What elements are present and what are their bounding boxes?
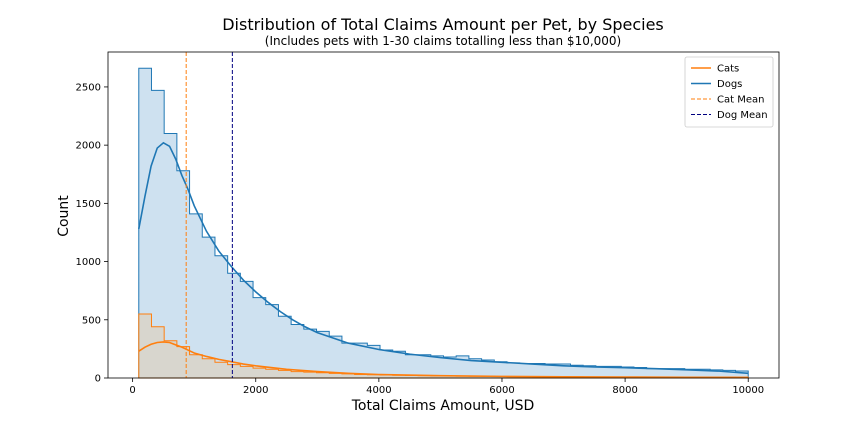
legend-label: Dogs	[717, 79, 742, 90]
chart-subtitle: (Includes pets with 1-30 claims totallin…	[265, 34, 621, 48]
x-tick-label: 10000	[732, 385, 764, 396]
plot-frame	[107, 51, 780, 379]
y-tick-label: 2500	[76, 82, 101, 93]
x-axis-ticks: 0 2000 4000 6000 8000 10000	[129, 378, 764, 396]
y-tick-label: 500	[82, 315, 101, 326]
y-tick-label: 1500	[76, 199, 101, 210]
x-tick-label: 0	[129, 385, 135, 396]
legend-label: Cat Mean	[717, 95, 764, 106]
y-axis-ticks: 0 500 1000 1500 2000 2500	[76, 82, 108, 385]
legend-box	[684, 56, 774, 128]
x-tick-label: 6000	[489, 385, 514, 396]
x-tick-label: 4000	[366, 385, 391, 396]
x-axis-label: Total Claims Amount, USD	[351, 398, 535, 414]
kde-layer	[137, 141, 749, 379]
legend: Cats Dogs Cat Mean Dog Mean	[684, 56, 774, 128]
y-tick-label: 1000	[76, 257, 101, 268]
legend-label: Dog Mean	[717, 110, 768, 121]
legend-label: Cats	[717, 64, 739, 75]
dogs-kde-line	[137, 141, 749, 375]
chart-title: Distribution of Total Claims Amount per …	[222, 15, 664, 34]
x-tick-label: 8000	[612, 385, 637, 396]
y-tick-label: 0	[95, 374, 101, 385]
x-tick-label: 2000	[243, 385, 268, 396]
y-axis-label: Count	[56, 195, 72, 237]
mean-lines-layer	[185, 52, 233, 378]
cats-kde-line	[138, 341, 749, 379]
y-tick-label: 2000	[76, 141, 101, 152]
bars-layer	[138, 67, 749, 379]
dogs-histogram	[138, 67, 749, 379]
